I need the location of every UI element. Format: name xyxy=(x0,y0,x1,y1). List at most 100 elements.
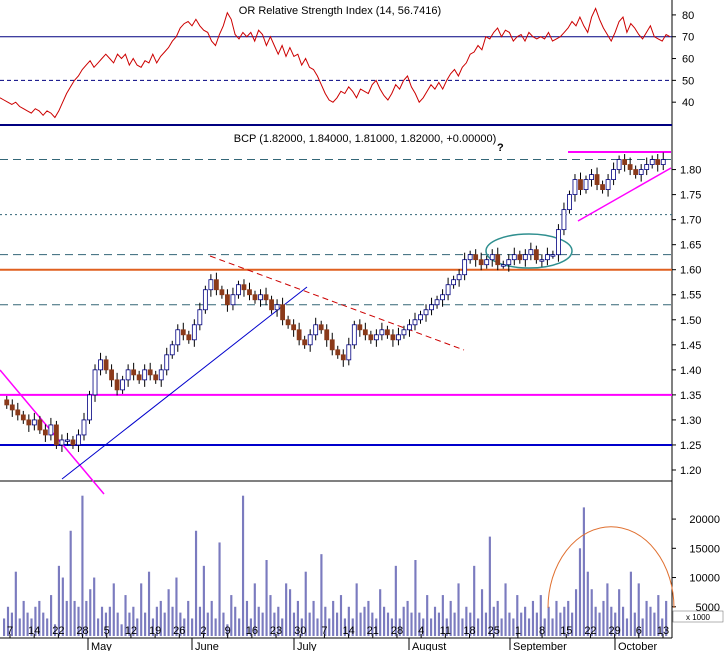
x-tick-label: 22 xyxy=(584,625,596,637)
candle-body xyxy=(517,254,523,261)
volume-bar xyxy=(128,612,131,636)
volume-arc-annotation xyxy=(547,526,675,609)
volume-bar xyxy=(621,606,625,636)
volume-bar xyxy=(614,612,617,636)
candle xyxy=(660,152,666,171)
candle-body xyxy=(522,254,528,261)
volume-bar xyxy=(430,618,433,636)
candle xyxy=(318,320,324,334)
rsi-tick-label: 50 xyxy=(682,75,694,87)
candle xyxy=(489,249,495,267)
candle-body xyxy=(274,304,280,311)
volume-bar xyxy=(535,612,538,636)
candle xyxy=(125,364,131,387)
rsi-tick-label: 60 xyxy=(682,54,694,66)
candle-body xyxy=(59,439,65,446)
x-tick-label: 21 xyxy=(367,625,379,637)
price-tick-label: 1.45 xyxy=(680,340,701,352)
volume-bar xyxy=(328,618,331,636)
volume-bar xyxy=(104,612,108,636)
candle xyxy=(611,162,616,186)
candle-body xyxy=(561,209,567,231)
candle xyxy=(440,289,445,307)
volume-bar xyxy=(144,612,147,636)
volume-bar xyxy=(50,595,53,636)
volume-bar xyxy=(308,612,311,636)
candle xyxy=(307,329,313,352)
candle-body xyxy=(142,369,148,381)
volume-bar xyxy=(151,618,155,636)
candle-body xyxy=(164,354,170,371)
volume-bar xyxy=(194,530,198,636)
volume-bar xyxy=(42,612,45,636)
candle xyxy=(76,429,81,452)
price-tick-label: 1.40 xyxy=(680,365,701,377)
volume-bar xyxy=(332,600,335,636)
volume-bar xyxy=(261,612,264,636)
candle xyxy=(258,289,263,307)
candle-body xyxy=(390,334,396,341)
candle-body xyxy=(76,434,81,446)
rsi-tick-label: 80 xyxy=(682,10,694,22)
volume-bar xyxy=(492,606,495,636)
volume-bar xyxy=(245,600,249,636)
candle-body xyxy=(434,299,440,306)
candle-body xyxy=(589,174,594,180)
candle xyxy=(385,325,390,339)
volume-bar xyxy=(136,618,139,636)
candle xyxy=(197,302,203,331)
volume-bar xyxy=(484,612,488,636)
volume-bar xyxy=(206,612,209,636)
candle-body xyxy=(478,259,484,266)
candle xyxy=(633,165,639,179)
volume-bar xyxy=(57,565,61,636)
candlesticks xyxy=(4,152,666,452)
volume-bar xyxy=(363,606,366,636)
candle xyxy=(329,332,335,356)
consolidation-ellipse xyxy=(485,233,573,269)
candle xyxy=(98,352,103,376)
volume-bar xyxy=(504,583,507,636)
candle xyxy=(589,169,594,187)
candle-body xyxy=(429,304,434,311)
volume-bar xyxy=(610,606,613,636)
volume-bar xyxy=(461,618,464,636)
candle-body xyxy=(340,354,346,361)
volume-bar xyxy=(559,612,562,636)
candle-body xyxy=(92,369,98,396)
candle-body xyxy=(153,374,159,381)
volume-bar xyxy=(214,618,217,636)
price-axis-ticks: 1.20 1.25 1.30 1.35 1.40 1.45 1.50 1.55 1.60 1.65… xyxy=(672,165,701,477)
volume-bar xyxy=(590,589,593,636)
candle-body xyxy=(81,419,87,436)
volume-bar xyxy=(500,618,503,636)
volume-bar xyxy=(402,606,405,636)
price-tick-label: 1.50 xyxy=(680,315,701,327)
volume-bar xyxy=(179,612,182,636)
candle-body xyxy=(230,294,236,306)
volume-bar xyxy=(414,560,417,636)
candle-body xyxy=(572,179,578,195)
candle-body xyxy=(65,439,70,442)
volume-bar xyxy=(100,606,104,636)
volume-bar xyxy=(97,618,100,636)
volume-bar xyxy=(394,565,397,636)
price-tick-label: 1.75 xyxy=(680,190,701,202)
candle xyxy=(313,317,319,341)
x-tick-label: 14 xyxy=(342,625,354,637)
candle-body xyxy=(158,369,164,381)
volume-bar xyxy=(441,595,444,636)
volume-bar xyxy=(524,606,527,636)
candle-body xyxy=(313,324,319,336)
candle-body xyxy=(346,344,352,361)
candle xyxy=(114,372,120,396)
volume-unit-label: x 1000 xyxy=(686,613,711,622)
candle-body xyxy=(638,169,644,175)
candle-body xyxy=(136,374,142,381)
candle-body xyxy=(318,324,324,331)
candle-body xyxy=(169,344,175,356)
x-tick-label: 28 xyxy=(391,625,403,637)
volume-bar xyxy=(453,612,456,636)
candle-body xyxy=(114,379,120,391)
candle xyxy=(401,325,407,339)
